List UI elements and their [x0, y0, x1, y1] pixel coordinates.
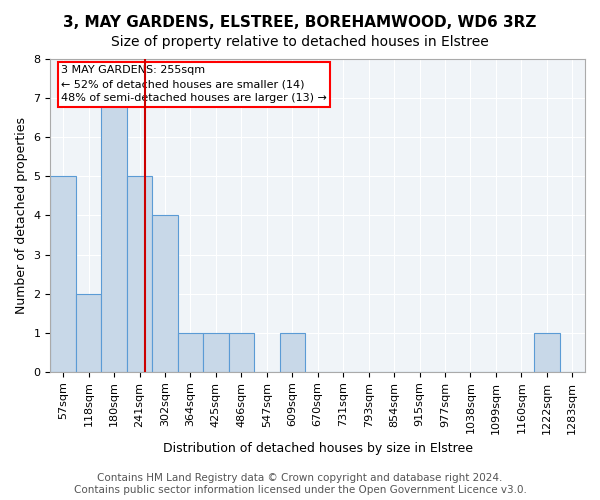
X-axis label: Distribution of detached houses by size in Elstree: Distribution of detached houses by size …: [163, 442, 473, 455]
Text: Size of property relative to detached houses in Elstree: Size of property relative to detached ho…: [111, 35, 489, 49]
Bar: [76, 294, 101, 372]
Bar: [152, 216, 178, 372]
Bar: [280, 332, 305, 372]
Text: 3 MAY GARDENS: 255sqm
← 52% of detached houses are smaller (14)
48% of semi-deta: 3 MAY GARDENS: 255sqm ← 52% of detached …: [61, 66, 327, 104]
Bar: [101, 98, 127, 372]
Bar: [127, 176, 152, 372]
Y-axis label: Number of detached properties: Number of detached properties: [15, 117, 28, 314]
Bar: [178, 332, 203, 372]
Bar: [534, 332, 560, 372]
Bar: [203, 332, 229, 372]
Bar: [50, 176, 76, 372]
Bar: [229, 332, 254, 372]
Text: Contains HM Land Registry data © Crown copyright and database right 2024.
Contai: Contains HM Land Registry data © Crown c…: [74, 474, 526, 495]
Text: 3, MAY GARDENS, ELSTREE, BOREHAMWOOD, WD6 3RZ: 3, MAY GARDENS, ELSTREE, BOREHAMWOOD, WD…: [64, 15, 536, 30]
